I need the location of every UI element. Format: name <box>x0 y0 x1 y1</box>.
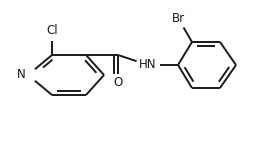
Text: Br: Br <box>171 11 184 24</box>
Text: O: O <box>113 75 123 89</box>
Text: HN: HN <box>139 58 157 71</box>
Text: Cl: Cl <box>46 24 58 36</box>
Text: N: N <box>17 69 26 82</box>
